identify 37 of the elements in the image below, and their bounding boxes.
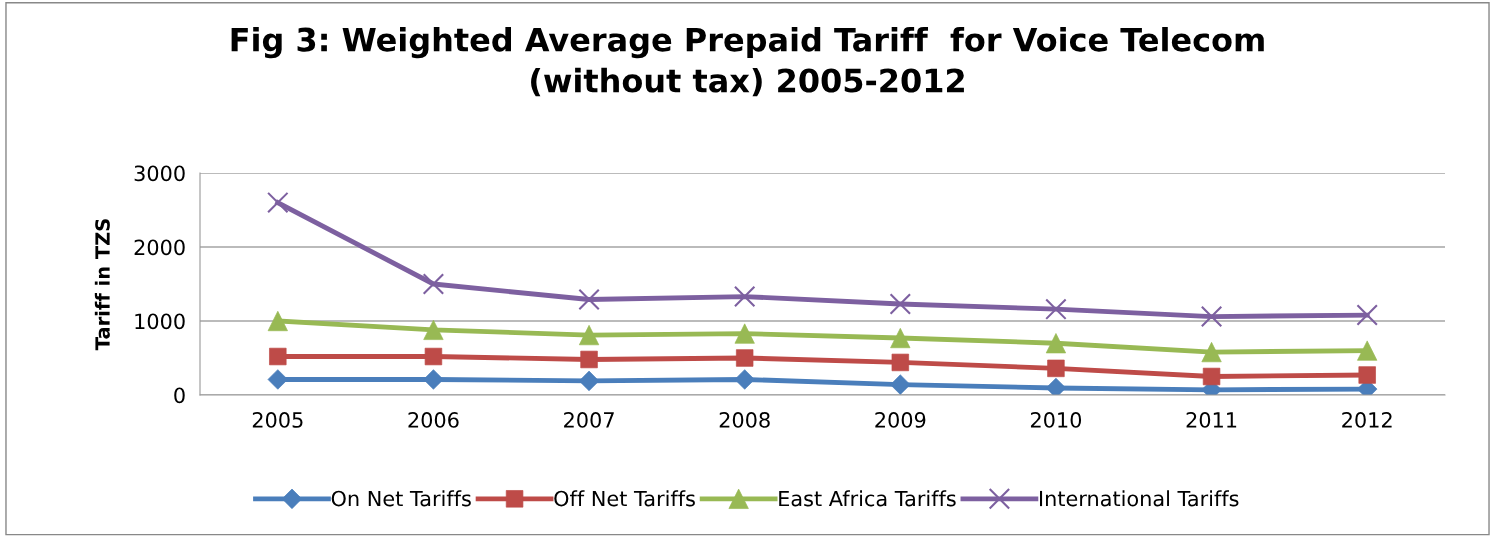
point (734, 323, 755, 344)
x-tick-label: 2007 (564, 412, 614, 428)
chart-title: Fig 3: Weighted Average Prepaid Tariff for Voice Telecom (without tax) 2005-2012 (231, 27, 1264, 97)
y-tick-label: 3000 (134, 165, 185, 182)
point (736, 349, 754, 367)
point (1047, 359, 1065, 378)
x-tick-label: 2012 (1342, 412, 1392, 428)
y-axis-title: Tariff in TZS (94, 219, 110, 351)
legend-label: On Net Tariffs (331, 490, 471, 507)
point (267, 369, 288, 390)
point (1200, 305, 1223, 328)
y-tick-label: 0 (174, 387, 185, 404)
x-tick-label: 2009 (875, 412, 926, 428)
point (423, 319, 444, 340)
point (890, 374, 911, 395)
point (1356, 304, 1378, 326)
point (267, 191, 289, 214)
point (424, 347, 443, 366)
y-tick-label: 2000 (134, 239, 185, 256)
y-tick-label: 1000 (135, 313, 185, 330)
x-tick-label: 2010 (1030, 412, 1082, 428)
point (578, 324, 600, 346)
legend-label: International Tariffs (1040, 490, 1239, 507)
x-tick-label: 2008 (719, 412, 770, 428)
point (890, 327, 911, 349)
legend-label: Off Net Tariffs (554, 490, 695, 507)
point (733, 285, 756, 308)
point (578, 288, 600, 311)
point (422, 273, 445, 295)
point (889, 293, 912, 315)
point (1045, 333, 1067, 354)
point (1045, 298, 1067, 320)
x-tick-label: 2011 (1186, 412, 1237, 428)
legend-label: East Africa Tariffs (779, 490, 956, 507)
point (1045, 377, 1067, 395)
x-tick-label: 2005 (252, 412, 303, 428)
x-tick-label: 2006 (408, 412, 459, 428)
